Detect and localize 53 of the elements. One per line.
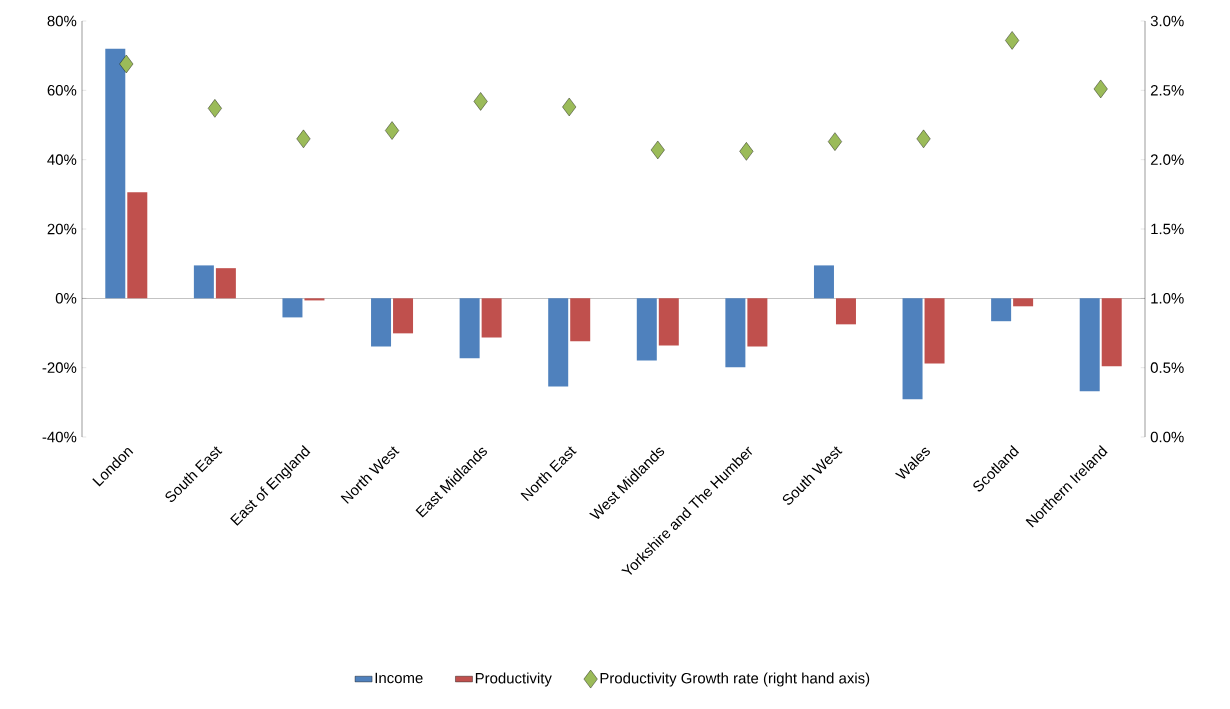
bar bbox=[658, 298, 679, 346]
bar bbox=[481, 298, 502, 338]
point bbox=[739, 142, 754, 161]
bar bbox=[835, 298, 856, 325]
bar bbox=[215, 268, 236, 299]
y2-tick-label: 0.0% bbox=[1150, 431, 1184, 443]
y2-tick-label: 2.5% bbox=[1150, 85, 1184, 96]
bar bbox=[1013, 298, 1034, 307]
y-tick-label: -40% bbox=[42, 431, 77, 443]
point bbox=[385, 121, 399, 140]
legend-label: Income bbox=[375, 672, 423, 684]
point bbox=[562, 97, 577, 117]
bar bbox=[548, 298, 569, 387]
bar bbox=[304, 298, 325, 301]
bar bbox=[127, 192, 148, 299]
bar bbox=[371, 298, 392, 347]
legend-label: Productivity bbox=[475, 672, 552, 687]
bar bbox=[459, 298, 480, 359]
legend-label: Productivity Growth rate (right hand axis) bbox=[600, 672, 870, 687]
y-tick-label: 0% bbox=[55, 293, 77, 304]
y-tick-label: 80% bbox=[47, 15, 77, 27]
y2-tick-label: 1.0% bbox=[1151, 293, 1184, 304]
bar bbox=[393, 298, 414, 334]
y-tick-label: 20% bbox=[47, 223, 77, 235]
y-tick-label: 60% bbox=[47, 85, 77, 96]
bar bbox=[924, 298, 945, 364]
y2-tick-label: 3.0% bbox=[1150, 15, 1184, 27]
point bbox=[1093, 79, 1108, 99]
bar bbox=[902, 298, 923, 400]
y-tick-label: -20% bbox=[42, 362, 77, 373]
point bbox=[207, 99, 222, 118]
y-tick-label: 40% bbox=[47, 154, 77, 165]
bar bbox=[282, 298, 303, 318]
point bbox=[1005, 31, 1020, 50]
bar bbox=[991, 298, 1012, 322]
bar bbox=[1101, 298, 1122, 367]
bar bbox=[570, 298, 591, 342]
point bbox=[119, 54, 134, 74]
bar bbox=[636, 298, 657, 361]
bar bbox=[105, 48, 126, 299]
point bbox=[650, 140, 665, 160]
point bbox=[828, 132, 842, 151]
y2-tick-label: 2.0% bbox=[1150, 154, 1184, 165]
point bbox=[916, 129, 931, 149]
point bbox=[473, 92, 488, 111]
bar bbox=[813, 265, 834, 299]
y2-tick-label: 1.5% bbox=[1151, 223, 1184, 235]
bar bbox=[193, 265, 214, 299]
bar bbox=[725, 298, 746, 368]
bar bbox=[747, 298, 768, 347]
point bbox=[296, 129, 311, 149]
bar bbox=[1079, 298, 1100, 392]
y2-tick-label: 0.5% bbox=[1150, 362, 1184, 373]
